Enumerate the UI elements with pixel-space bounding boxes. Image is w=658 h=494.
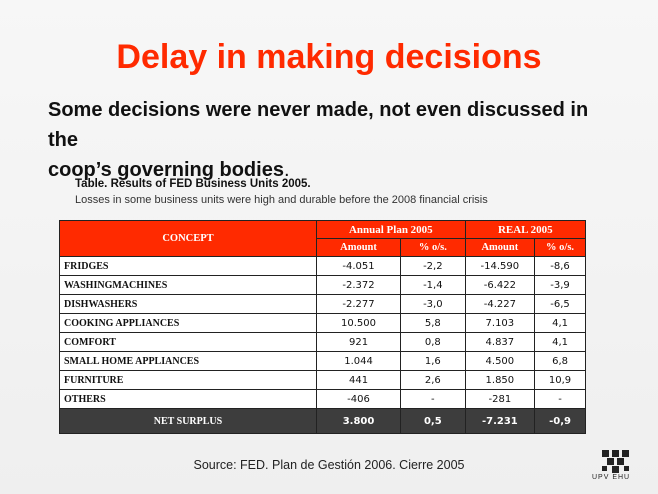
plan-amount-cell: -2.372 <box>315 275 402 295</box>
subtitle-period: . <box>283 159 290 181</box>
concept-cell: FURNITURE <box>59 370 317 390</box>
concept-cell: COMFORT <box>59 332 317 352</box>
real-pct-cell: 4,1 <box>534 313 586 333</box>
real-amount-cell: -281 <box>464 389 536 409</box>
plan-pct-cell: -2,2 <box>400 256 466 276</box>
real-amount-cell: -6.422 <box>464 275 536 295</box>
real-pct-cell: -8,6 <box>534 256 586 276</box>
results-table-container: CONCEPT Annual Plan 2005 REAL 2005 Amoun… <box>59 220 587 434</box>
annual-plan-header: Annual Plan 2005 <box>316 220 466 239</box>
source-note: Source: FED. Plan de Gestión 2006. Cierr… <box>193 458 465 472</box>
results-table: CONCEPT Annual Plan 2005 REAL 2005 Amoun… <box>59 220 587 434</box>
real-pct-cell: -6,5 <box>534 294 586 314</box>
plan-amount-cell: -4.051 <box>315 256 402 276</box>
table-row: COOKING APPLIANCES 10.500 5,8 7.103 4,1 <box>59 313 586 333</box>
net-surplus-label: NET SURPLUS <box>59 408 317 434</box>
logo-text: UPV EHU <box>592 474 631 481</box>
real-pct-cell: 4,1 <box>534 332 586 352</box>
table-row: DISHWASHERS -2.277 -3,0 -4.227 -6,5 <box>59 294 586 314</box>
net-surplus-plan-pct: 0,5 <box>400 408 466 434</box>
slide-title: Delay in making decisions <box>116 38 542 76</box>
plan-amount-cell: -2.277 <box>315 294 402 314</box>
net-surplus-row: NET SURPLUS 3.800 0,5 -7.231 -0,9 <box>59 408 586 434</box>
real-pct-cell: - <box>534 389 586 409</box>
slide-subtitle: Some decisions were never made, not even… <box>48 95 623 185</box>
plan-amount-header: Amount <box>315 238 402 257</box>
concept-cell: OTHERS <box>59 389 317 409</box>
plan-pct-cell: 1,6 <box>400 351 466 371</box>
subtitle-line-2: coop’s governing bodies <box>48 159 284 181</box>
real-pct-cell: -3,9 <box>534 275 586 295</box>
real-amount-cell: 4.837 <box>464 332 536 352</box>
plan-pct-cell: 0,8 <box>400 332 466 352</box>
plan-pct-cell: 2,6 <box>400 370 466 390</box>
real-amount-cell: 1.850 <box>464 370 536 390</box>
net-surplus-real-amount: -7.231 <box>464 408 536 434</box>
real-amount-cell: -4.227 <box>464 294 536 314</box>
table-row: OTHERS -406 - -281 - <box>59 389 586 409</box>
table-row: SMALL HOME APPLIANCES 1.044 1,6 4.500 6,… <box>59 351 586 371</box>
plan-amount-cell: 1.044 <box>315 351 402 371</box>
plan-pct-cell: -3,0 <box>400 294 466 314</box>
upv-ehu-logo-icon <box>602 450 629 473</box>
table-row: COMFORT 921 0,8 4.837 4,1 <box>59 332 586 352</box>
real-header: REAL 2005 <box>464 220 587 239</box>
real-pct-header: % o/s. <box>534 238 586 257</box>
plan-amount-cell: 441 <box>315 370 402 390</box>
plan-amount-cell: 921 <box>315 332 402 352</box>
concept-cell: COOKING APPLIANCES <box>59 313 317 333</box>
concept-cell: SMALL HOME APPLIANCES <box>59 351 317 371</box>
table-note: Losses in some business units were high … <box>75 194 488 206</box>
net-surplus-plan-amount: 3.800 <box>315 408 402 434</box>
real-amount-cell: 7.103 <box>464 313 536 333</box>
concept-cell: WASHINGMACHINES <box>59 275 317 295</box>
table-row: FURNITURE 441 2,6 1.850 10,9 <box>59 370 586 390</box>
concept-cell: DISHWASHERS <box>59 294 317 314</box>
plan-amount-cell: 10.500 <box>315 313 402 333</box>
plan-amount-cell: -406 <box>315 389 402 409</box>
plan-pct-cell: - <box>400 389 466 409</box>
table-row: WASHINGMACHINES -2.372 -1,4 -6.422 -3,9 <box>59 275 586 295</box>
real-amount-cell: -14.590 <box>464 256 536 276</box>
table-caption: Table. Results of FED Business Units 200… <box>75 178 311 190</box>
subtitle-line-1: Some decisions were never made, not even… <box>48 99 589 151</box>
real-pct-cell: 10,9 <box>534 370 586 390</box>
table-row: FRIDGES -4.051 -2,2 -14.590 -8,6 <box>59 256 586 276</box>
net-surplus-real-pct: -0,9 <box>534 408 586 434</box>
plan-pct-cell: -1,4 <box>400 275 466 295</box>
real-amount-header: Amount <box>464 238 536 257</box>
plan-pct-cell: 5,8 <box>400 313 466 333</box>
real-amount-cell: 4.500 <box>464 351 536 371</box>
plan-pct-header: % o/s. <box>400 238 466 257</box>
concept-cell: FRIDGES <box>59 256 317 276</box>
concept-header: CONCEPT <box>59 220 317 257</box>
real-pct-cell: 6,8 <box>534 351 586 371</box>
